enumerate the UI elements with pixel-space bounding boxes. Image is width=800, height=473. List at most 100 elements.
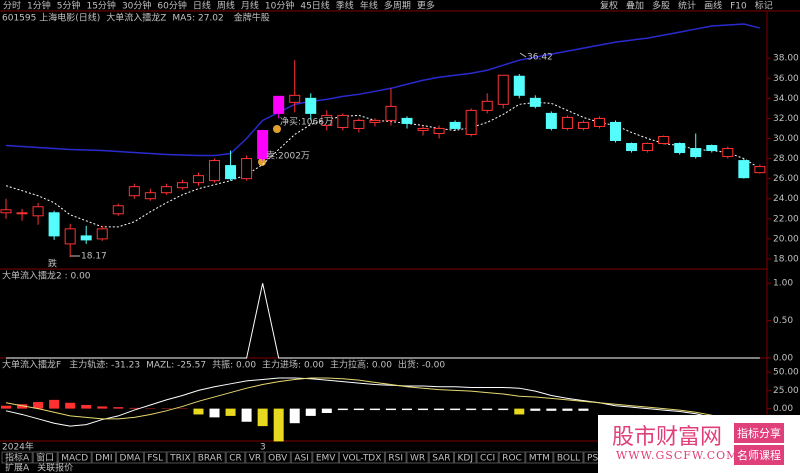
- tab[interactable]: SAR: [432, 454, 450, 464]
- candle-body: [658, 135, 670, 145]
- candle-body: [481, 100, 493, 111]
- tab[interactable]: MTM: [529, 454, 550, 464]
- tab[interactable]: EMV: [316, 454, 336, 464]
- candle-body: [144, 192, 156, 200]
- tab-frame: [525, 451, 554, 464]
- tab[interactable]: DMI: [95, 454, 112, 464]
- tab[interactable]: RSI: [388, 454, 403, 464]
- tab[interactable]: ROC: [502, 454, 522, 464]
- candle-body: [353, 119, 365, 129]
- tab[interactable]: 扩展A: [5, 462, 30, 473]
- candle-body: [209, 160, 221, 182]
- tab[interactable]: VR: [249, 454, 261, 464]
- tab-frame: [245, 451, 265, 464]
- tab[interactable]: FSL: [147, 454, 163, 464]
- tab[interactable]: OBV: [268, 454, 288, 464]
- period-button[interactable]: 1分钟: [27, 0, 51, 12]
- candle-body: [497, 74, 509, 105]
- high-label: 36.42: [527, 53, 553, 63]
- line: [5, 377, 761, 432]
- y-tick-label: 32.00: [773, 114, 799, 124]
- period-button[interactable]: 45日线: [300, 0, 329, 12]
- tab[interactable]: CR: [229, 454, 242, 464]
- period-button[interactable]: 月线: [241, 0, 259, 12]
- bar: [81, 404, 92, 409]
- period-button[interactable]: 5分钟: [57, 0, 81, 12]
- bar: [209, 408, 220, 418]
- tab[interactable]: MACD: [61, 454, 88, 464]
- candle-body: [449, 121, 461, 129]
- tab-frame: [194, 451, 226, 464]
- candle-body: [738, 160, 750, 179]
- tab-frame: [476, 451, 499, 464]
- candle-body: [417, 127, 429, 131]
- period-button[interactable]: 多周期: [384, 0, 411, 12]
- tab[interactable]: BOLL: [557, 454, 580, 464]
- y-tick-label: 28.00: [773, 154, 799, 164]
- tab[interactable]: 指标A: [5, 452, 30, 464]
- candle-body: [80, 235, 92, 241]
- candle-body: [642, 143, 654, 152]
- tab[interactable]: BRAR: [198, 454, 222, 464]
- period-button[interactable]: 30分钟: [122, 0, 151, 12]
- tool-button[interactable]: 统计: [678, 0, 696, 12]
- tab[interactable]: 关联报价: [37, 462, 73, 473]
- candle-body: [176, 182, 188, 189]
- y-tick-label: 0.00: [773, 404, 793, 414]
- bar: [289, 408, 300, 424]
- tab[interactable]: VOL-TDX: [342, 454, 381, 464]
- candle-body: [722, 148, 734, 158]
- tab[interactable]: WR: [410, 454, 425, 464]
- period-button[interactable]: 60分钟: [157, 0, 186, 12]
- y-tick-label: 24.00: [773, 194, 799, 204]
- tab[interactable]: KDJ: [457, 454, 473, 464]
- candle-body: [385, 105, 397, 121]
- annotation: 卖:2002万: [266, 151, 310, 162]
- candle-body: [465, 109, 477, 135]
- period-button[interactable]: 更多: [417, 0, 435, 12]
- tool-button[interactable]: 复权: [600, 0, 618, 12]
- y-tick-label: 50.00: [773, 368, 799, 378]
- period-button[interactable]: 季线: [336, 0, 354, 12]
- tool-button[interactable]: F10: [730, 2, 747, 12]
- period-button[interactable]: 10分钟: [265, 0, 294, 12]
- line: [5, 377, 761, 428]
- period-button[interactable]: 日线: [193, 0, 211, 12]
- tab-frame: [57, 451, 92, 464]
- tab[interactable]: ASI: [294, 454, 309, 464]
- period-button[interactable]: 周线: [217, 0, 235, 12]
- tool-button[interactable]: 标记: [755, 0, 773, 12]
- tab[interactable]: DMA: [120, 454, 142, 464]
- tab-frame: [498, 451, 526, 464]
- candle-body: [257, 129, 269, 160]
- tab[interactable]: TRIX: [169, 454, 191, 464]
- bar: [241, 408, 252, 422]
- tool-button[interactable]: 多股: [652, 0, 670, 12]
- bar: [225, 408, 236, 416]
- arrow: [519, 52, 527, 58]
- tab[interactable]: CCI: [480, 454, 495, 464]
- y-tick-label: 38.00: [773, 54, 799, 64]
- y-tick-label: 36.00: [773, 74, 799, 84]
- period-button[interactable]: 分时: [3, 0, 21, 12]
- header-label: 主力进场: 0.00: [262, 359, 324, 371]
- tab[interactable]: PSY: [587, 454, 604, 464]
- tab-frame: [116, 451, 144, 464]
- tool-button[interactable]: 画线: [704, 0, 722, 12]
- period-button[interactable]: 15分钟: [86, 0, 115, 12]
- tab-frame: [225, 451, 246, 464]
- tab-frame: [406, 451, 429, 464]
- header-label: 主力拉高: 0.00: [330, 359, 392, 371]
- y-tick-label: 26.00: [773, 174, 799, 184]
- tool-button[interactable]: 叠加: [626, 1, 644, 12]
- tab-frame: [264, 451, 291, 464]
- y-tick-label: 1.00: [773, 279, 793, 289]
- period-button[interactable]: 年线: [360, 0, 378, 12]
- bar: [514, 408, 525, 415]
- y-tick-label: 0.00: [773, 354, 793, 364]
- coin-icon: [258, 158, 266, 166]
- tab[interactable]: 窗口: [36, 452, 54, 464]
- bar: [482, 408, 493, 411]
